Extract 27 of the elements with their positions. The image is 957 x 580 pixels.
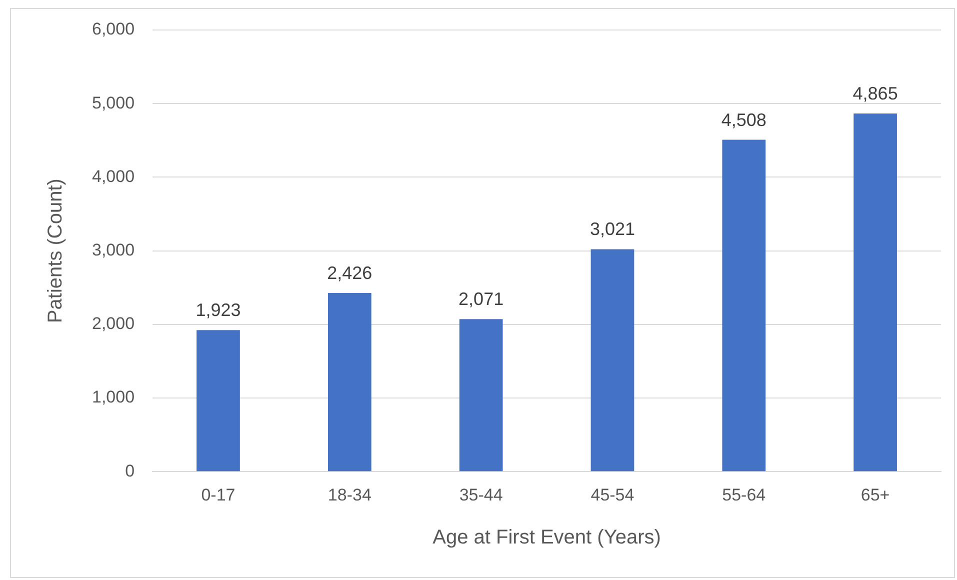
y-tick-label: 3,000 xyxy=(92,240,135,260)
x-tick-label: 0-17 xyxy=(201,485,236,504)
data-label: 2,426 xyxy=(327,263,372,284)
bar xyxy=(196,330,240,472)
data-label: 4,865 xyxy=(852,84,898,104)
x-tick-label: 35-44 xyxy=(459,485,503,504)
data-label: 3,021 xyxy=(590,219,635,240)
y-axis-title: Patients (Count) xyxy=(44,178,67,324)
bar xyxy=(590,249,634,472)
y-tick-label: 1,000 xyxy=(92,388,135,407)
x-tick-label: 18-34 xyxy=(328,485,372,504)
data-label: 2,071 xyxy=(458,289,504,310)
y-tick-label: 2,000 xyxy=(92,314,135,334)
bar xyxy=(722,140,766,472)
x-tick-label: 45-54 xyxy=(590,485,634,504)
data-label: 4,508 xyxy=(721,110,766,130)
bar xyxy=(459,319,503,472)
y-tick-label: 5,000 xyxy=(92,93,135,112)
y-tick-label: 6,000 xyxy=(92,20,135,39)
bar xyxy=(328,293,372,472)
y-tick-label: 0 xyxy=(125,461,135,480)
bar xyxy=(854,114,897,472)
y-tick-label: 4,000 xyxy=(92,166,135,186)
x-tick-label: 65+ xyxy=(860,485,890,504)
data-label: 1,923 xyxy=(196,300,241,320)
x-tick-label: 55-64 xyxy=(722,485,766,504)
x-axis-title: Age at First Event (Years) xyxy=(432,526,661,549)
